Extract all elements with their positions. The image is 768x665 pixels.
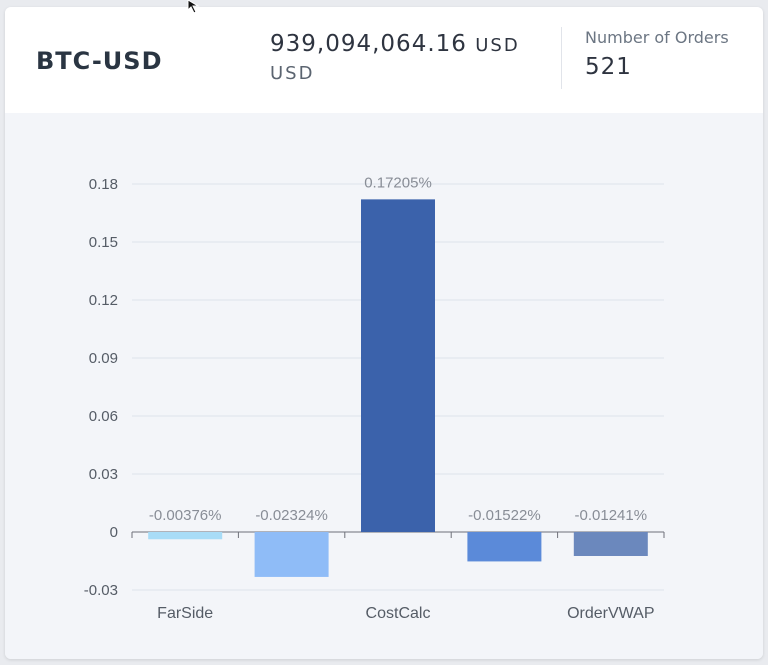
- header-divider: [561, 27, 562, 89]
- chart-area: 0.18 0.15 0.12 0.09 0.06 0.03 0 -0.03 -0.00376% -…: [5, 113, 763, 659]
- symbol-label: BTC-USD: [36, 47, 163, 75]
- bar: [467, 532, 542, 562]
- mouse-cursor-icon: [187, 0, 200, 14]
- x-tick-label: FarSide: [157, 605, 213, 622]
- bar: [148, 532, 223, 540]
- bar: [361, 199, 435, 532]
- volume-value: 939,094,064.16: [270, 31, 467, 57]
- bar: [254, 532, 329, 577]
- y-tick-label: 0.12: [89, 292, 118, 309]
- data-label: -0.02324%: [255, 507, 328, 524]
- y-tick-label: 0.18: [89, 176, 118, 193]
- y-tick-label: 0.03: [89, 466, 118, 483]
- bar: [573, 532, 648, 556]
- data-label: 0.17205%: [364, 174, 432, 191]
- x-tick-label: OrderVWAP: [567, 605, 654, 622]
- data-label: -0.01241%: [575, 507, 648, 524]
- x-tick-label: CostCalc: [366, 605, 431, 622]
- data-label: -0.01522%: [468, 507, 541, 524]
- volume-unit-line: USD: [270, 63, 315, 84]
- y-tick-label: 0: [110, 524, 118, 541]
- y-tick-label: -0.03: [84, 582, 118, 599]
- chart-card: BTC-USD 939,094,064.16 USD USD Number of…: [5, 7, 763, 659]
- orders-label: Number of Orders: [585, 28, 729, 47]
- y-tick-label: 0.15: [89, 234, 118, 251]
- orders-value: 521: [585, 54, 632, 80]
- data-label: -0.00376%: [149, 507, 222, 524]
- summary-header: BTC-USD 939,094,064.16 USD USD Number of…: [5, 7, 763, 113]
- y-tick-label: 0.06: [89, 408, 118, 425]
- bar-chart: 0.18 0.15 0.12 0.09 0.06 0.03 0 -0.03 -0.00376% -…: [84, 174, 665, 622]
- y-tick-label: 0.09: [89, 350, 118, 367]
- volume-block: 939,094,064.16 USD USD: [270, 27, 560, 85]
- volume-unit: USD: [475, 35, 520, 56]
